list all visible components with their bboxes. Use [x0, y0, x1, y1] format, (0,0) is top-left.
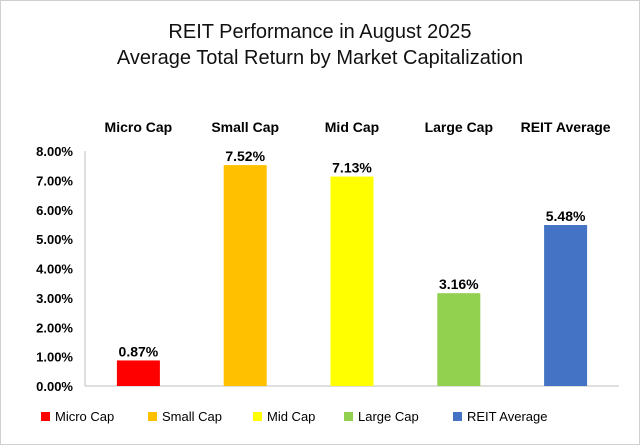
bar-mid-cap	[330, 176, 374, 386]
legend-swatch	[41, 412, 50, 421]
y-tick-label: 8.00%	[36, 144, 73, 159]
category-label: Small Cap	[211, 119, 279, 135]
legend-entry: Mid Cap	[267, 409, 315, 424]
category-label: Mid Cap	[325, 119, 379, 135]
y-tick-label: 6.00%	[36, 203, 73, 218]
chart-title: REIT Performance in August 2025	[168, 21, 472, 43]
y-tick-label: 3.00%	[36, 291, 73, 306]
data-label: 5.48%	[546, 208, 586, 224]
y-tick-label: 5.00%	[36, 232, 73, 247]
bar-reit-average	[544, 225, 588, 386]
data-label: 3.16%	[439, 276, 479, 292]
data-label: 7.52%	[225, 148, 265, 164]
legend-entry: REIT Average	[467, 409, 547, 424]
legend-swatch	[344, 412, 353, 421]
y-tick-label: 4.00%	[36, 262, 73, 277]
bar-micro-cap	[116, 360, 160, 386]
legend-swatch	[453, 412, 462, 421]
legend-swatch	[148, 412, 157, 421]
y-tick-label: 0.00%	[36, 379, 73, 394]
bar-small-cap	[223, 165, 267, 386]
legend-entry: Micro Cap	[55, 409, 114, 424]
y-tick-label: 2.00%	[36, 320, 73, 335]
category-label: Large Cap	[425, 119, 493, 135]
y-tick-label: 1.00%	[36, 350, 73, 365]
legend-swatch	[253, 412, 262, 421]
legend-entry: Large Cap	[358, 409, 419, 424]
bar-large-cap	[437, 293, 481, 386]
y-tick-label: 7.00%	[36, 173, 73, 188]
category-label: Micro Cap	[105, 119, 173, 135]
data-label: 0.87%	[119, 343, 159, 359]
data-label: 7.13%	[332, 160, 372, 176]
chart-subtitle: Average Total Return by Market Capitaliz…	[116, 47, 524, 69]
category-label: REIT Average	[521, 119, 611, 135]
legend-entry: Small Cap	[162, 409, 222, 424]
